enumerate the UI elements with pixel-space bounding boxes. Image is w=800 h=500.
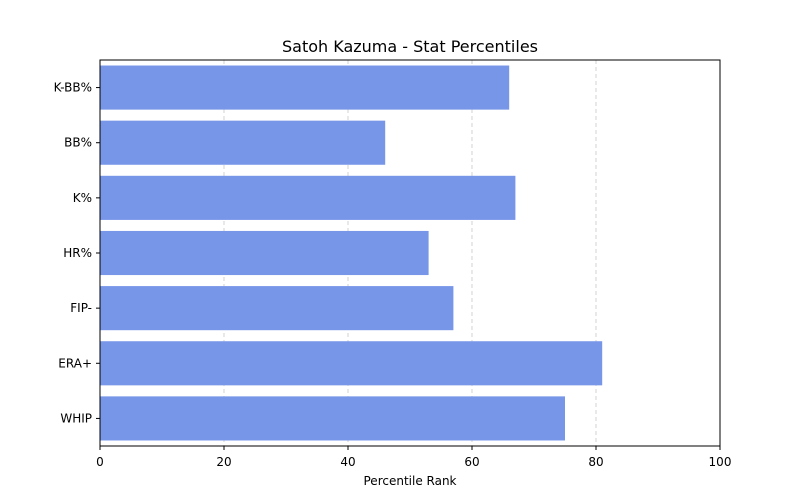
- bar-layer: [100, 65, 603, 441]
- bar-whip: [100, 396, 565, 441]
- bar-era: [100, 341, 603, 386]
- bar-bb: [100, 120, 386, 165]
- y-axis-ticks: K-BB% BB% K% HR% FIP- ERA+ WHIP: [54, 81, 100, 425]
- x-tick-label: 20: [216, 455, 231, 469]
- y-tick-label: K%: [73, 191, 92, 205]
- x-axis-label: Percentile Rank: [364, 474, 457, 488]
- x-tick-label: 100: [709, 455, 732, 469]
- x-tick-label: 0: [96, 455, 104, 469]
- bar-hr: [100, 230, 429, 276]
- y-tick-label: FIP-: [70, 301, 92, 315]
- bar-fip: [100, 286, 454, 331]
- y-tick-label: ERA+: [58, 356, 92, 370]
- y-tick-label: K-BB%: [54, 81, 92, 95]
- y-tick-label: HR%: [63, 246, 92, 260]
- chart-title: Satoh Kazuma - Stat Percentiles: [282, 37, 538, 56]
- x-axis-ticks: 0 20 40 60 80 100: [96, 446, 731, 469]
- y-tick-label: BB%: [64, 136, 92, 150]
- x-tick-label: 60: [464, 455, 479, 469]
- x-tick-label: 80: [588, 455, 603, 469]
- y-tick-label: WHIP: [60, 411, 92, 425]
- bar-k: [100, 175, 516, 220]
- x-tick-label: 40: [340, 455, 355, 469]
- bar-k-bb: [100, 65, 510, 110]
